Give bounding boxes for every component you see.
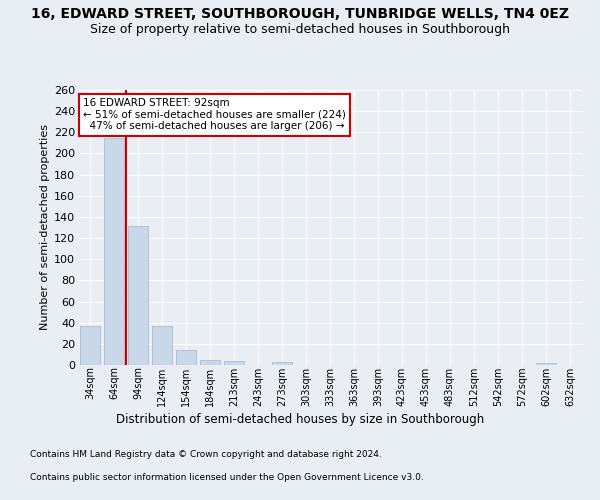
Bar — [176, 350, 196, 365]
Text: 16 EDWARD STREET: 92sqm
← 51% of semi-detached houses are smaller (224)
  47% of: 16 EDWARD STREET: 92sqm ← 51% of semi-de… — [83, 98, 346, 132]
Bar — [536, 363, 556, 365]
Text: Size of property relative to semi-detached houses in Southborough: Size of property relative to semi-detach… — [90, 22, 510, 36]
Bar — [152, 326, 172, 365]
Bar — [128, 226, 148, 365]
Bar — [272, 362, 292, 365]
Bar — [104, 138, 124, 365]
Text: Distribution of semi-detached houses by size in Southborough: Distribution of semi-detached houses by … — [116, 412, 484, 426]
Y-axis label: Number of semi-detached properties: Number of semi-detached properties — [40, 124, 50, 330]
Bar — [200, 360, 220, 365]
Bar — [80, 326, 100, 365]
Text: Contains HM Land Registry data © Crown copyright and database right 2024.: Contains HM Land Registry data © Crown c… — [30, 450, 382, 459]
Text: 16, EDWARD STREET, SOUTHBOROUGH, TUNBRIDGE WELLS, TN4 0EZ: 16, EDWARD STREET, SOUTHBOROUGH, TUNBRID… — [31, 8, 569, 22]
Bar — [224, 361, 244, 365]
Text: Contains public sector information licensed under the Open Government Licence v3: Contains public sector information licen… — [30, 472, 424, 482]
